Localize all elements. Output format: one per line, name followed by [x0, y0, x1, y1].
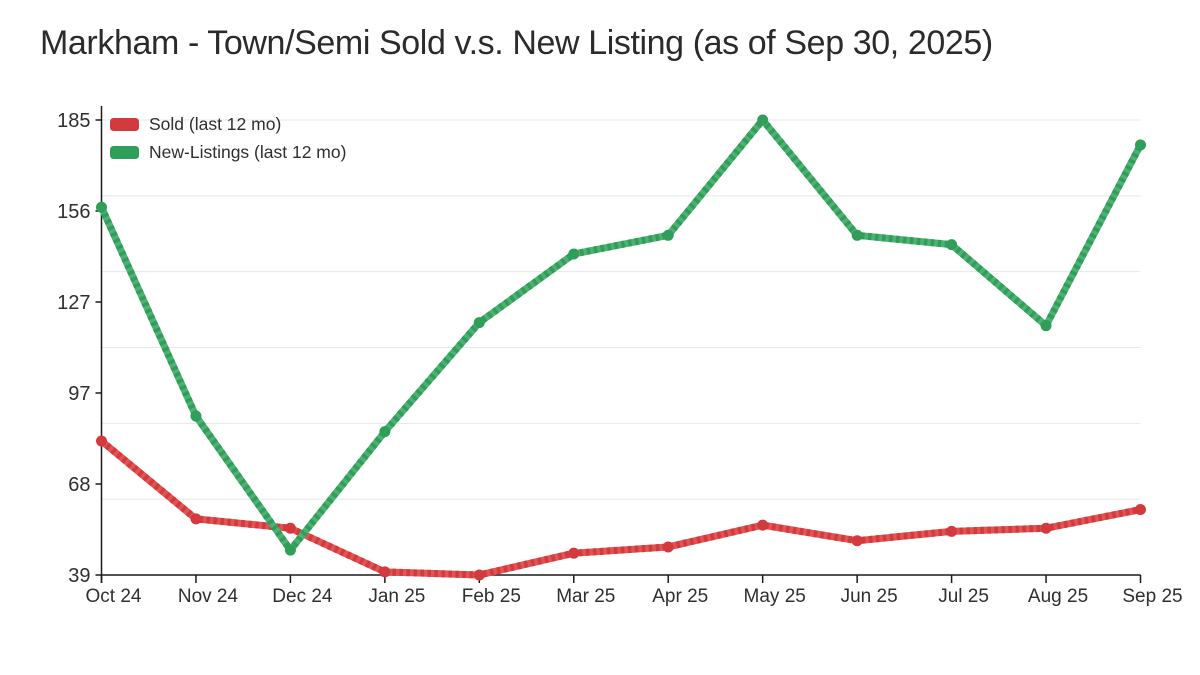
sold-point[interactable]	[946, 525, 958, 537]
new-listings-point[interactable]	[379, 426, 391, 438]
new-listings-point[interactable]	[284, 544, 296, 556]
x-tick-label: Aug 25	[1028, 586, 1088, 607]
sold-point[interactable]	[473, 569, 485, 581]
new-listings-point[interactable]	[96, 201, 107, 213]
new-listings-legend-swatch-icon	[110, 145, 139, 159]
sold-point[interactable]	[1040, 522, 1052, 534]
x-tick-label: Mar 25	[556, 586, 615, 607]
new-listings-point[interactable]	[662, 229, 674, 241]
y-tick-label: 156	[57, 201, 90, 223]
new-listings-point[interactable]	[1135, 139, 1146, 151]
x-tick-label: Jun 25	[841, 586, 898, 607]
new-listings-point[interactable]	[568, 248, 580, 260]
y-tick-label: 127	[57, 292, 90, 314]
legend-label-sold: Sold (last 12 mo)	[149, 113, 282, 134]
sold-point[interactable]	[96, 435, 107, 447]
x-tick-label: Dec 24	[272, 586, 333, 607]
y-tick-label: 185	[57, 110, 90, 132]
new-listings-line	[98, 116, 1144, 554]
sold-legend-swatch-icon	[110, 117, 139, 131]
x-tick-label: Sep 25	[1122, 586, 1182, 607]
sold-point[interactable]	[568, 547, 580, 559]
new-listings-line-stripes	[98, 116, 1144, 554]
legend: Sold (last 12 mo) New-Listings (last 12 …	[110, 110, 346, 166]
x-tick-label: May 25	[744, 586, 806, 607]
new-listings-point[interactable]	[851, 229, 863, 241]
sold-point[interactable]	[1135, 504, 1146, 516]
sold-series	[96, 435, 1146, 581]
new-listings-series	[96, 114, 1146, 556]
sold-point[interactable]	[284, 522, 296, 534]
sold-point[interactable]	[190, 513, 202, 525]
sold-point[interactable]	[851, 535, 863, 547]
chart-title: Markham - Town/Semi Sold v.s. New Listin…	[40, 24, 993, 62]
x-tick-label: Jan 25	[368, 586, 425, 607]
new-listings-point[interactable]	[1040, 320, 1052, 332]
x-tick-label: Feb 25	[462, 586, 521, 607]
new-listings-point[interactable]	[946, 239, 958, 251]
sold-point[interactable]	[757, 519, 769, 531]
sold-point[interactable]	[662, 541, 674, 553]
sold-line-stripes	[99, 438, 1142, 579]
sold-point[interactable]	[379, 566, 391, 578]
axes: 39 68 97 127 156 185 Oct 24 Nov 24 Dec 24 Jan 25 F…	[57, 106, 1183, 607]
x-tick-label: Apr 25	[652, 586, 708, 607]
x-tick-label: Nov 24	[178, 586, 239, 607]
y-tick-label: 39	[68, 565, 90, 587]
y-tick-label: 97	[68, 383, 90, 405]
x-tick-label: Jul 25	[938, 586, 989, 607]
legend-label-new-listings: New-Listings (last 12 mo)	[149, 141, 347, 162]
new-listings-point[interactable]	[473, 317, 485, 329]
x-tick-label: Oct 24	[86, 586, 142, 607]
legend-item-sold[interactable]: Sold (last 12 mo)	[110, 110, 346, 138]
new-listings-point[interactable]	[190, 410, 202, 422]
new-listings-point[interactable]	[757, 114, 769, 126]
legend-item-new-listings[interactable]: New-Listings (last 12 mo)	[110, 138, 346, 166]
gridlines	[101, 119, 1141, 500]
y-tick-label: 68	[68, 474, 90, 496]
